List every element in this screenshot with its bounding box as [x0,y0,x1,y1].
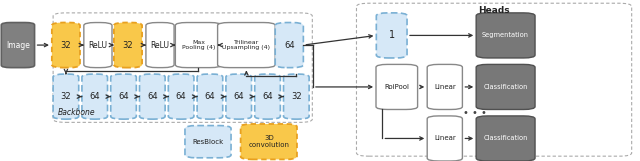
Text: 64: 64 [118,92,129,101]
FancyBboxPatch shape [476,64,535,109]
Text: ReLU: ReLU [150,41,170,50]
Text: 64: 64 [262,92,273,101]
Text: Heads: Heads [478,6,510,15]
Text: 64: 64 [176,92,186,101]
Text: RoiPool: RoiPool [384,84,410,90]
Text: 32: 32 [291,92,301,101]
FancyBboxPatch shape [111,74,136,119]
FancyBboxPatch shape [275,23,303,68]
FancyBboxPatch shape [140,74,165,119]
Text: 3D
convolution: 3D convolution [248,135,289,148]
Text: 32: 32 [61,92,71,101]
FancyBboxPatch shape [84,23,112,68]
FancyBboxPatch shape [146,23,174,68]
Text: 64: 64 [205,92,215,101]
Text: 1: 1 [388,30,395,40]
Text: 32: 32 [61,41,71,50]
Text: Max
Pooling (4): Max Pooling (4) [182,40,215,51]
FancyBboxPatch shape [185,126,231,158]
Text: Classification: Classification [483,84,528,90]
FancyBboxPatch shape [476,13,535,58]
FancyBboxPatch shape [218,23,275,68]
Text: ReLU: ReLU [88,41,108,50]
FancyBboxPatch shape [82,74,108,119]
FancyBboxPatch shape [1,23,35,68]
FancyBboxPatch shape [175,23,221,68]
Text: Classification: Classification [483,135,528,142]
FancyBboxPatch shape [476,116,535,161]
FancyBboxPatch shape [52,23,80,68]
Text: Trilinear
Upsampling (4): Trilinear Upsampling (4) [223,40,270,51]
FancyBboxPatch shape [114,23,142,68]
FancyBboxPatch shape [168,74,194,119]
FancyBboxPatch shape [284,74,309,119]
Text: Linear: Linear [434,135,456,142]
Text: • • •: • • • [463,108,487,118]
Text: Linear: Linear [434,84,456,90]
FancyBboxPatch shape [197,74,223,119]
Text: 32: 32 [123,41,133,50]
FancyBboxPatch shape [376,13,407,58]
Text: Segmentation: Segmentation [482,32,529,38]
FancyBboxPatch shape [53,74,79,119]
Text: 64: 64 [147,92,157,101]
Text: Backbone: Backbone [58,108,96,117]
FancyBboxPatch shape [428,116,463,161]
Text: ResBlock: ResBlock [193,139,223,145]
FancyBboxPatch shape [376,64,418,109]
FancyBboxPatch shape [255,74,280,119]
Text: 64: 64 [284,41,294,50]
Text: 64: 64 [234,92,244,101]
FancyBboxPatch shape [226,74,252,119]
Text: 64: 64 [90,92,100,101]
Text: Image: Image [6,41,30,50]
FancyBboxPatch shape [428,64,463,109]
FancyBboxPatch shape [241,124,297,159]
